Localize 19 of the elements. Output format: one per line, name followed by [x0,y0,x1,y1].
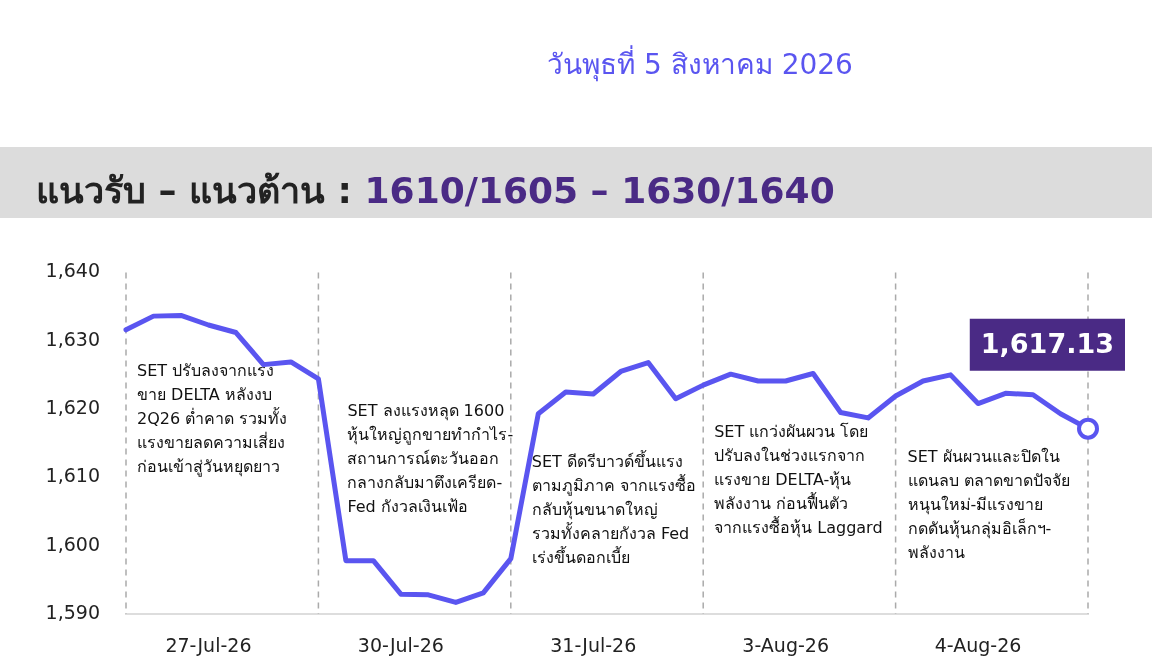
y-tick-label: 1,630 [45,327,100,350]
y-tick-label: 1,610 [45,464,100,487]
x-tick-label: 3-Aug-26 [742,633,829,656]
annotation: SET ลงแรงหลุด 1600 หุ้นใหญ่ถูกขายทำกำไร- สถานการณ์ตะวันออก กลางกลับมาตึงเครียด- Fed กังวลเงินเฟ้อ [347,401,514,517]
annotation: SET ดีดรีบาวด์ขึ้นแรง ตามภูมิภาค จากแรงซื้อ กลับหุ้นขนาดใหญ่ รวมทั้งคลายกังวล Fed เร่งขึ้นดอกเบี้ย [531,450,696,568]
y-tick-label: 1,590 [45,600,100,623]
chart-subtitle: วันพุธที่ 5 สิงหาคม 2026 [546,44,854,84]
x-tick-label: 4-Aug-26 [934,633,1022,656]
y-tick-label: 1,620 [45,395,100,418]
annotation: SET ผันผวนและปิดใน แดนลบ ตลาดขาดปัจจัย หนุนใหม่-มีแรงขาย กดดันหุ้นกลุ่มอิเล็กฯ- พลังงาน [907,447,1070,563]
y-tick-label: 1,600 [45,532,100,555]
y-tick-label: 1,640 [45,259,100,282]
data-label: 1,617.13 [980,327,1114,359]
chart-title: แนวรับ – แนวต้าน : 1610/1605 – 1630/1640 [36,169,835,213]
x-tick-label: 30-Jul-26 [357,633,444,656]
x-tick-label: 27-Jul-26 [165,633,252,656]
annotation: SET แกว่งผันผวน โดย ปรับลงในช่วงแรกจาก แรงขาย DELTA-หุ้น พลังงาน ก่อนฟื้นตัว จากแรงซื้อหุ้น Laggard [714,422,883,539]
annotation: SET ปรับลงจากแรง ขาย DELTA หลังงบ 2Q26 ต่ำคาด รวมทั้ง แรงขายลดความเสี่ยง ก่อนเข้าสู่วันหยุดยาว [137,361,288,478]
x-tick-label: 31-Jul-26 [550,633,637,656]
